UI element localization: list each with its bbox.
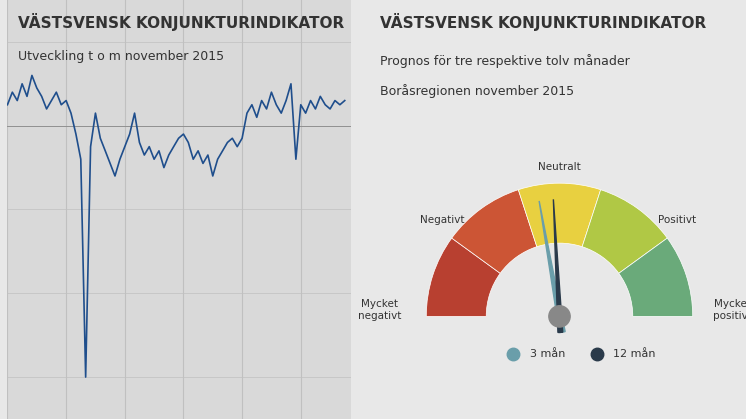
Text: Neutralt: Neutralt [538,162,581,172]
Text: Negativt: Negativt [420,215,465,225]
Wedge shape [618,238,693,316]
Text: VÄSTSVENSK KONJUNKTURINDIKATOR: VÄSTSVENSK KONJUNKTURINDIKATOR [380,13,706,31]
Polygon shape [539,201,565,333]
Circle shape [549,306,570,327]
Text: Boråsregionen november 2015: Boråsregionen november 2015 [380,84,574,98]
Text: Prognos för tre respektive tolv månader: Prognos för tre respektive tolv månader [380,54,630,68]
Text: Utveckling t o m november 2015: Utveckling t o m november 2015 [18,50,224,63]
Text: VÄSTSVENSK KONJUNKTURINDIKATOR: VÄSTSVENSK KONJUNKTURINDIKATOR [18,13,344,31]
Wedge shape [426,238,501,316]
Text: Positivt: Positivt [658,215,696,225]
Text: Mycket
negativt: Mycket negativt [358,299,401,321]
Text: Mycket
positivt: Mycket positivt [713,299,746,321]
Polygon shape [554,199,562,333]
Text: 12 mån: 12 mån [612,349,655,359]
Wedge shape [518,183,601,247]
Text: 3 mån: 3 mån [530,349,565,359]
Wedge shape [452,190,537,273]
Wedge shape [582,190,667,273]
